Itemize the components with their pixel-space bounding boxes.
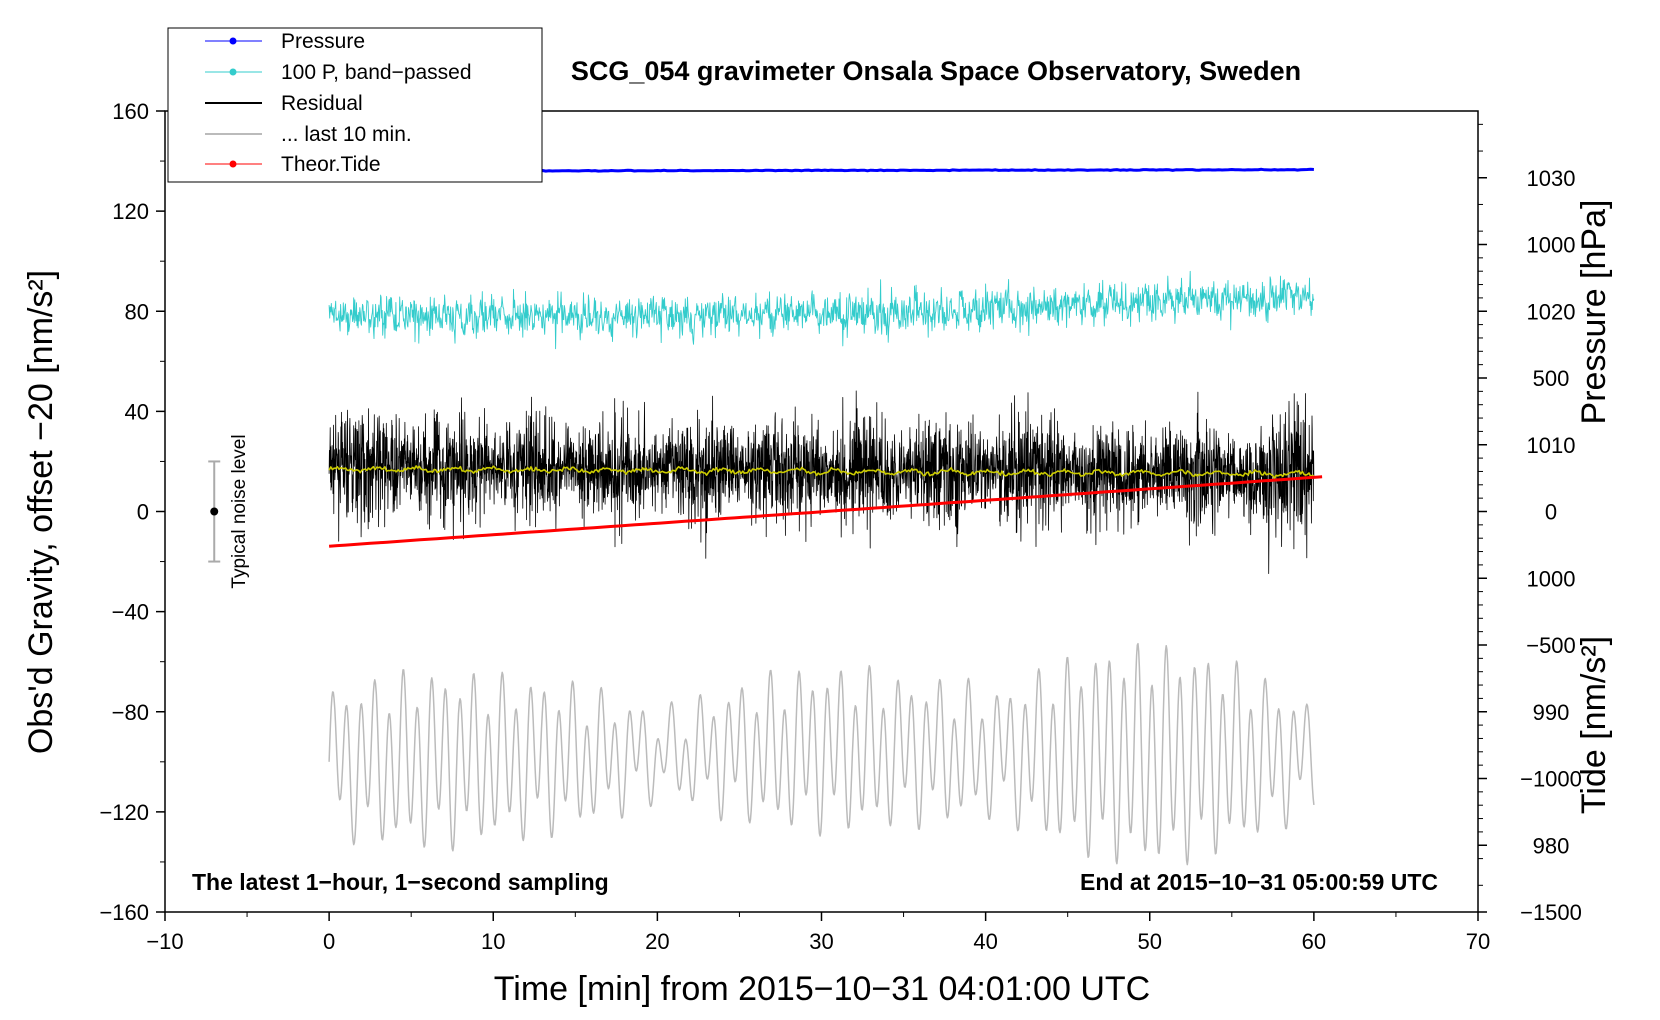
- note-sampling: The latest 1−hour, 1−second sampling: [192, 869, 609, 895]
- series-last-10-min: [328, 642, 1315, 866]
- x-tick-label: 60: [1302, 929, 1326, 954]
- legend-marker-pressure: [229, 37, 237, 45]
- tide-tick-label: −500: [1526, 633, 1576, 658]
- y-tick-label: 120: [112, 199, 149, 224]
- pressure-tick-label: 990: [1533, 700, 1570, 725]
- axis-layer: −10 0 10 20 30 40 50 60 70−160−120−80−4004080120…: [99, 99, 1581, 954]
- legend-label-band-passed: 100 P, band−passed: [281, 61, 472, 84]
- series-band-passed: [328, 270, 1315, 350]
- pressure-tick-label: 1000: [1527, 566, 1576, 591]
- legend-marker-theor-tide: [229, 160, 237, 168]
- noise-indicator: Typical noise level: [208, 434, 250, 589]
- x-tick-label: 0: [323, 929, 335, 954]
- y-tick-label: 160: [112, 99, 149, 124]
- tide-tick-label: −1500: [1520, 900, 1582, 925]
- pressure-tick-label: 1020: [1527, 299, 1576, 324]
- series-residual-smoothed: [328, 465, 1314, 479]
- chart-title: SCG_054 gravimeter Onsala Space Observat…: [571, 56, 1301, 86]
- y-tick-label: 0: [137, 500, 149, 525]
- y-tick-label: 80: [125, 299, 149, 324]
- legend-label-residual: Residual: [281, 92, 363, 115]
- series-layer: [328, 167, 1323, 866]
- legend-label-last-10-min: ... last 10 min.: [281, 123, 412, 146]
- x-tick-label: 40: [973, 929, 997, 954]
- y-axis-title-pressure: Pressure [hPa]: [1575, 200, 1613, 425]
- legend-item-theor-tide: Theor.Tide: [205, 153, 381, 176]
- noise-label: Typical noise level: [229, 434, 250, 588]
- x-tick-label: 70: [1466, 929, 1490, 954]
- pressure-tick-label: 1030: [1527, 166, 1576, 191]
- x-tick-label: −10: [146, 929, 183, 954]
- legend-box: [167, 27, 543, 183]
- legend-item-band-passed: 100 P, band−passed: [205, 61, 472, 84]
- y-tick-label: −40: [112, 600, 149, 625]
- x-tick-label: 50: [1138, 929, 1162, 954]
- legend-item-residual: Residual: [205, 92, 363, 115]
- tide-tick-label: 1000: [1527, 233, 1576, 258]
- y-axis-title-tide: Tide [nm/s²]: [1575, 636, 1613, 814]
- pressure-tick-label: 1010: [1527, 433, 1576, 458]
- legend-label-theor-tide: Theor.Tide: [281, 153, 381, 176]
- x-axis-title: Time [min] from 2015−10−31 04:01:00 UTC: [494, 970, 1150, 1008]
- y-tick-label: −80: [112, 700, 149, 725]
- y-tick-label: 40: [125, 399, 149, 424]
- y-axis-title-gravity: Obs'd Gravity, offset −20 [nm/s²]: [22, 270, 60, 754]
- legend-label-pressure: Pressure: [281, 30, 365, 53]
- y-tick-label: −120: [99, 800, 149, 825]
- legend: Pressure 100 P, band−passed Residual ...…: [167, 27, 543, 183]
- pressure-tick-label: 980: [1533, 833, 1570, 858]
- tide-tick-label: 0: [1545, 500, 1557, 525]
- legend-item-pressure: Pressure: [205, 30, 365, 53]
- legend-item-last-10-min: ... last 10 min.: [205, 123, 412, 146]
- x-tick-label: 20: [645, 929, 669, 954]
- y-tick-label: −160: [99, 900, 149, 925]
- noise-bar-center: [210, 507, 219, 516]
- note-end-time: End at 2015−10−31 05:00:59 UTC: [1080, 869, 1438, 895]
- x-tick-label: 10: [481, 929, 505, 954]
- tide-tick-label: −1000: [1520, 767, 1582, 792]
- legend-marker-band-passed: [229, 68, 237, 76]
- tide-tick-label: 500: [1533, 366, 1570, 391]
- series-theor-tide: [328, 475, 1323, 548]
- x-tick-label: 30: [809, 929, 833, 954]
